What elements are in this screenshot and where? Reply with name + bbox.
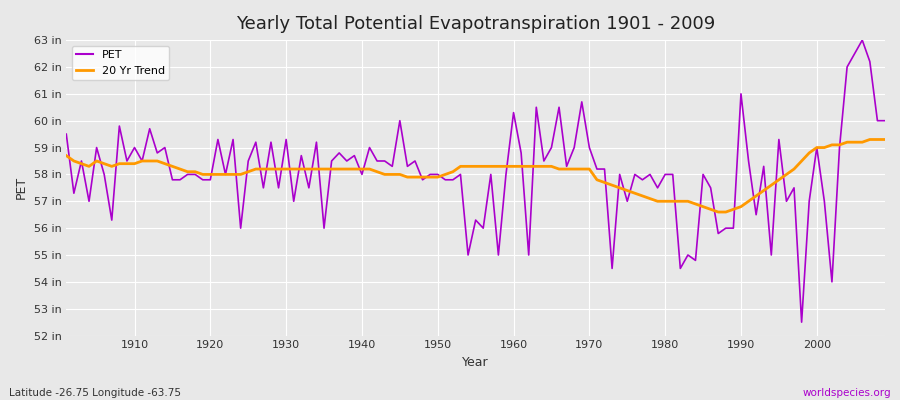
Legend: PET, 20 Yr Trend: PET, 20 Yr Trend bbox=[72, 46, 169, 80]
Title: Yearly Total Potential Evapotranspiration 1901 - 2009: Yearly Total Potential Evapotranspiratio… bbox=[236, 15, 716, 33]
Text: Latitude -26.75 Longitude -63.75: Latitude -26.75 Longitude -63.75 bbox=[9, 388, 181, 398]
Text: worldspecies.org: worldspecies.org bbox=[803, 388, 891, 398]
Y-axis label: PET: PET bbox=[15, 176, 28, 200]
X-axis label: Year: Year bbox=[463, 356, 489, 369]
